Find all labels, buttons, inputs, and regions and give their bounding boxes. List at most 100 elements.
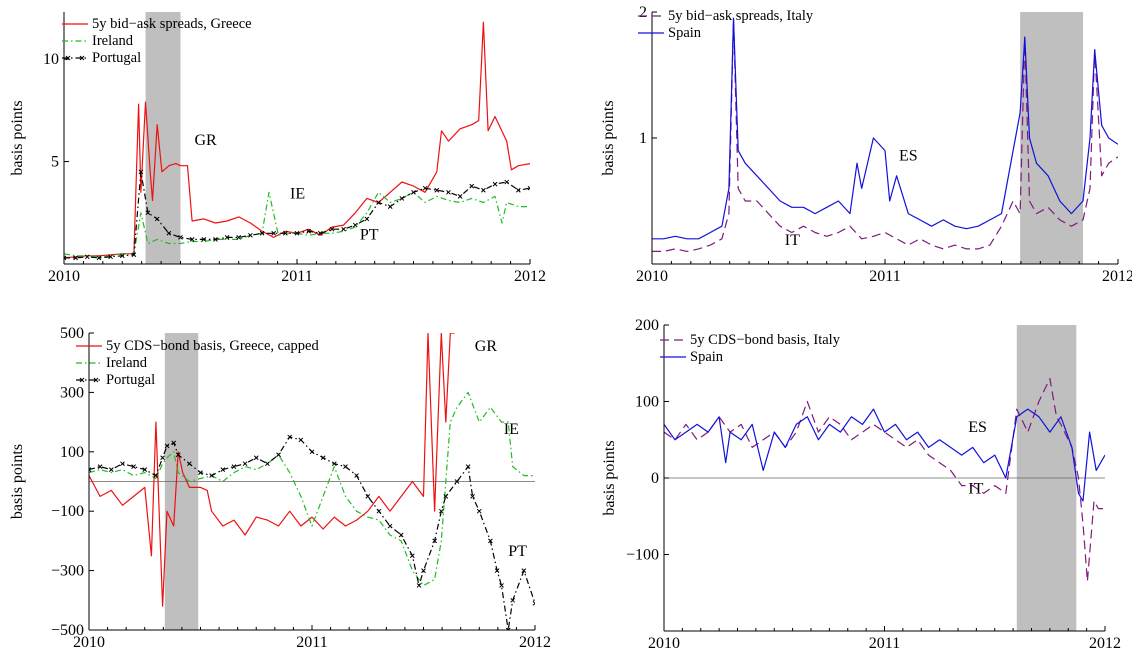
series-marker	[142, 467, 148, 472]
x-tick-label: 2012	[1102, 268, 1132, 285]
series-marker	[265, 461, 270, 467]
x-tick-label: 2011	[869, 635, 900, 652]
legend-label-spain: Spain	[690, 349, 724, 365]
y-tick-label: 500	[60, 325, 84, 342]
y-tick-label: −100	[626, 547, 659, 564]
annotation-it: IT	[785, 232, 800, 249]
series-marker	[131, 464, 136, 470]
series-marker	[276, 452, 281, 458]
y-axis-label: basis points	[9, 100, 26, 175]
series-marker	[201, 237, 207, 242]
series-marker	[494, 568, 500, 573]
legend-label-spain: Spain	[668, 25, 702, 41]
series-marker	[365, 493, 371, 499]
y-tick-label: 200	[635, 317, 659, 334]
series-marker	[354, 473, 359, 478]
series-marker	[532, 600, 535, 606]
series-marker	[505, 627, 511, 630]
series-marker	[399, 196, 405, 201]
series-marker	[387, 204, 393, 209]
y-tick-label: 5	[51, 154, 59, 171]
series-marker	[131, 252, 137, 258]
series-marker	[89, 467, 92, 472]
series-marker	[421, 568, 426, 573]
series-marker	[175, 452, 181, 458]
series-marker	[411, 189, 416, 195]
series-marker	[465, 464, 471, 470]
series-marker	[119, 253, 125, 259]
series-marker	[398, 532, 404, 538]
series-marker	[409, 553, 415, 559]
series-marker	[209, 473, 215, 478]
series-line-spain	[664, 408, 1105, 502]
y-tick-label: 0	[651, 470, 659, 487]
series-marker	[253, 455, 259, 461]
annotation-ie: IE	[504, 421, 519, 438]
x-tick-label: 2011	[869, 268, 900, 285]
legend-label-5y-bid-ask-spreads-italy: 5y bid−ask spreads, Italy	[668, 8, 814, 24]
series-marker	[96, 255, 102, 261]
shaded-period	[1020, 12, 1084, 264]
x-tick-label: 2012	[519, 634, 551, 651]
series-marker	[178, 235, 183, 240]
series-marker	[510, 597, 516, 603]
series-marker	[220, 467, 226, 472]
series-marker	[470, 493, 475, 499]
legend-marker	[79, 377, 85, 383]
y-tick-label: 300	[60, 384, 84, 401]
chart-panel-italy-spain-cds-bond: 2010 2011 2012 −100 0 100 200 basis points 5y CD…	[601, 317, 1121, 652]
shaded-period	[145, 12, 181, 264]
series-marker	[108, 467, 114, 472]
series-line-5y-bid-ask-spreads-greece	[64, 21, 530, 259]
series-marker	[376, 200, 381, 205]
plot-area	[664, 378, 1105, 582]
annotation-it: IT	[968, 480, 983, 497]
chart-panel-italy-spain-bid-ask: 2010 2011 2012 1 2 basis points 5y bid−ask spr…	[600, 4, 1132, 285]
series-marker	[97, 464, 103, 470]
chart-panel-greece-ireland-portugal-bid-ask: 2010 2011 2012 5 10 basis points 5y bid−ask sp…	[9, 12, 546, 285]
series-marker	[236, 235, 242, 240]
plot-area	[64, 21, 530, 261]
y-axis-label: basis points	[601, 440, 618, 515]
series-marker	[488, 538, 493, 544]
series-line-5y-cds-bond-basis-greece-capped	[89, 333, 455, 607]
legend-label-ireland: Ireland	[92, 33, 134, 49]
series-marker	[248, 232, 253, 238]
series-marker	[457, 194, 463, 199]
series-marker	[242, 461, 248, 467]
series-marker	[320, 455, 326, 461]
series-marker	[164, 443, 170, 449]
series-marker	[387, 523, 393, 529]
series-marker	[422, 185, 428, 191]
series-marker	[343, 464, 348, 470]
legend-label-portugal: Portugal	[106, 372, 155, 388]
annotation-pt: PT	[360, 226, 379, 243]
y-tick-label: 10	[43, 51, 59, 68]
series-marker	[443, 493, 449, 499]
x-tick-label: 2010	[648, 635, 680, 652]
series-marker	[231, 464, 237, 470]
series-marker	[120, 461, 125, 467]
series-marker	[481, 187, 486, 193]
series-marker	[434, 187, 440, 193]
series-line-ireland	[64, 191, 530, 258]
x-tick-label: 2011	[281, 268, 312, 285]
series-marker	[154, 216, 160, 222]
annotation-es: ES	[899, 148, 918, 165]
legend-marker	[65, 55, 71, 61]
x-tick-label: 2011	[296, 634, 327, 651]
series-marker	[306, 228, 312, 234]
series-line-portugal	[89, 436, 535, 630]
y-axis-label: basis points	[9, 444, 26, 519]
legend-label-5y-cds-bond-basis-greece-capped: 5y CDS−bond basis, Greece, capped	[106, 338, 319, 354]
y-tick-label: 2	[639, 4, 647, 21]
series-marker	[438, 508, 444, 514]
series-marker	[166, 230, 172, 236]
series-line-portugal	[64, 171, 530, 259]
legend-marker	[79, 55, 85, 61]
series-marker	[515, 187, 521, 193]
series-marker	[282, 230, 288, 236]
series-marker	[521, 568, 527, 573]
series-marker	[331, 461, 337, 467]
annotation-es: ES	[968, 419, 987, 436]
